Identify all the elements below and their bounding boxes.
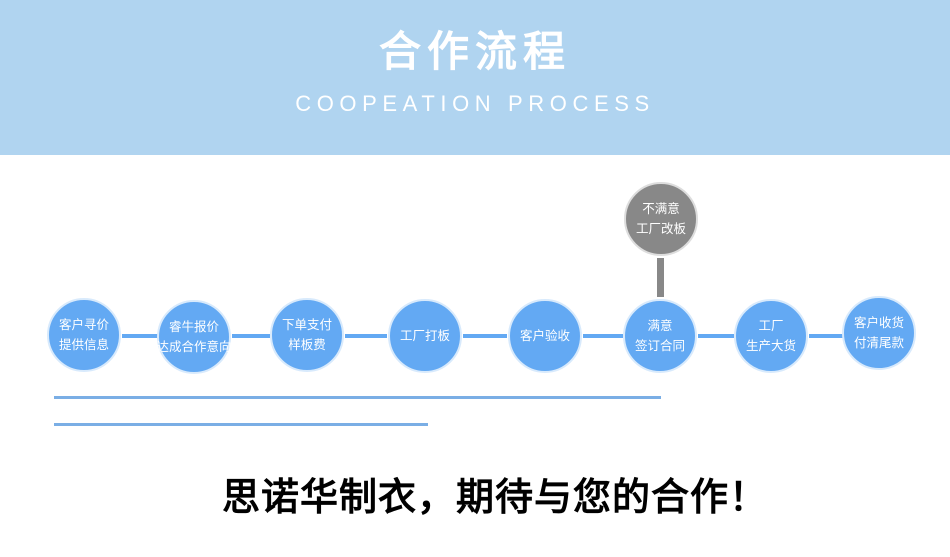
connector <box>463 334 507 338</box>
page-subtitle: COOPEATION PROCESS <box>295 91 655 116</box>
step-6: 满意 签订合同 <box>623 299 697 373</box>
step-line1: 客户收货 <box>853 315 904 330</box>
step-line2: 样板费 <box>288 337 326 352</box>
branch-connector <box>657 258 664 297</box>
step-line2: 签订合同 <box>634 338 685 353</box>
step-2: 睿牛报价 达成合作意向 <box>156 300 232 374</box>
step-line1: 不满意 <box>642 201 680 216</box>
step-line1: 工厂 <box>758 318 784 333</box>
connector <box>232 334 270 338</box>
step-line2: 工厂改板 <box>635 221 686 236</box>
step-line1: 下单支付 <box>281 317 332 332</box>
divider-line-short <box>54 423 428 426</box>
connector <box>583 334 623 338</box>
step-line1: 满意 <box>647 318 673 333</box>
page-title: 合作流程 <box>378 27 571 76</box>
step-line1: 客户寻价 <box>58 317 109 332</box>
branch-step-revise: 不满意 工厂改板 <box>624 182 698 256</box>
step-line1: 客户验收 <box>519 328 570 343</box>
connector <box>809 334 843 338</box>
step-line2: 达成合作意向 <box>156 339 232 354</box>
step-line2: 生产大货 <box>745 338 796 353</box>
step-7: 工厂 生产大货 <box>734 299 808 373</box>
step-8: 客户收货 付清尾款 <box>842 296 916 370</box>
divider-line-long <box>54 396 661 399</box>
connector <box>122 334 158 338</box>
step-3: 下单支付 样板费 <box>270 298 344 372</box>
step-line2: 付清尾款 <box>853 335 904 350</box>
step-line2: 提供信息 <box>58 337 109 352</box>
slogan: 思诺华制衣，期待与您的合作！ <box>221 474 768 519</box>
connector <box>345 334 387 338</box>
step-line1: 工厂打板 <box>399 328 450 343</box>
header-banner: 合作流程 COOPEATION PROCESS <box>0 0 950 155</box>
connector <box>698 334 734 338</box>
step-5: 客户验收 <box>508 299 582 373</box>
step-line1: 睿牛报价 <box>168 319 219 334</box>
step-1: 客户寻价 提供信息 <box>47 298 121 372</box>
step-4: 工厂打板 <box>388 299 462 373</box>
